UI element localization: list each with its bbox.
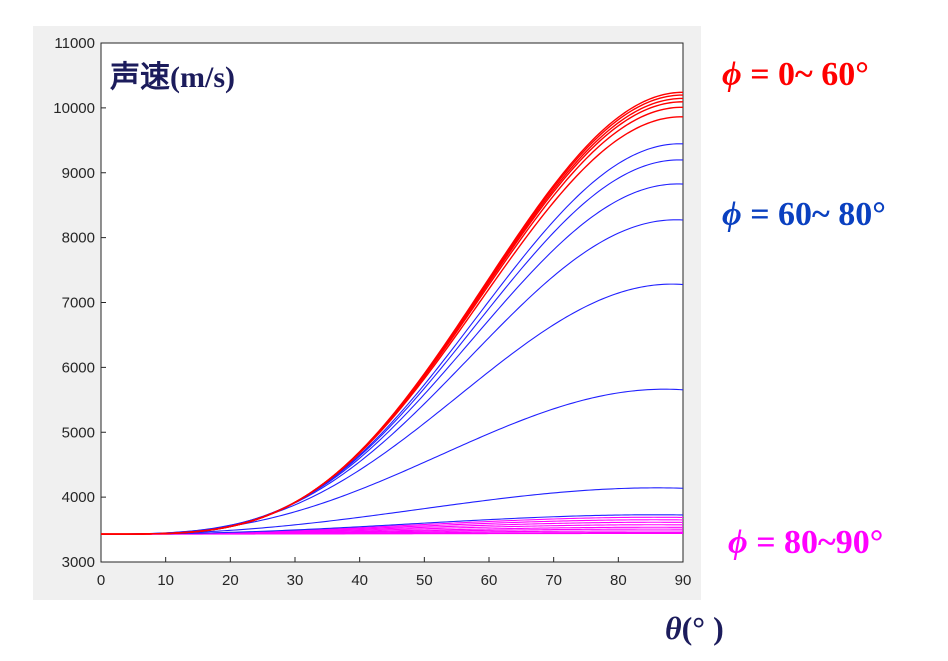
y-tick-label: 8000 xyxy=(62,230,95,247)
y-tick-label: 5000 xyxy=(62,424,95,441)
x-ticks: 0 10 20 30 40 50 60 70 80 90 xyxy=(97,557,692,589)
chart-title: 声速(m/s) xyxy=(110,61,235,94)
legend-range-text: = 80~90° xyxy=(747,524,884,561)
x-axis-label: θ(° ) xyxy=(665,610,724,647)
x-tick-label: 40 xyxy=(351,572,368,589)
y-tick-label: 4000 xyxy=(62,489,95,506)
x-tick-label: 50 xyxy=(416,572,433,589)
x-tick-label: 80 xyxy=(610,572,627,589)
x-tick-label: 0 xyxy=(97,572,105,589)
x-tick-label: 70 xyxy=(545,572,562,589)
x-tick-label: 30 xyxy=(287,572,304,589)
legend-label-blue-group: ϕ = 60~ 80° xyxy=(722,196,886,234)
y-tick-label: 9000 xyxy=(62,165,95,182)
y-tick-label: 3000 xyxy=(62,554,95,571)
y-tick-label: 10000 xyxy=(53,100,95,117)
y-tick-label: 7000 xyxy=(62,295,95,312)
x-tick-label: 10 xyxy=(157,572,174,589)
x-axis-unit: (° ) xyxy=(681,610,724,646)
theta-symbol: θ xyxy=(665,610,682,646)
plot-area xyxy=(100,42,684,563)
series-line xyxy=(101,116,684,535)
y-ticks: 3000 4000 5000 6000 7000 8000 9000 10000 11000 xyxy=(53,35,106,571)
legend-label-red-group: ϕ = 0~ 60° xyxy=(722,56,869,94)
x-tick-label: 60 xyxy=(481,572,498,589)
legend-label-magenta-group: ϕ = 80~90° xyxy=(728,524,883,562)
series-line xyxy=(101,388,684,535)
legend-range-text: = 60~ 80° xyxy=(741,196,886,233)
curves-layer xyxy=(101,91,684,535)
x-tick-label: 20 xyxy=(222,572,239,589)
x-tick-label: 90 xyxy=(675,572,692,589)
legend-range-text: = 0~ 60° xyxy=(741,56,869,93)
phi-symbol: ϕ xyxy=(728,524,748,561)
series-line xyxy=(101,532,683,535)
phi-symbol: ϕ xyxy=(722,56,742,93)
y-tick-label: 11000 xyxy=(54,35,95,52)
y-tick-label: 6000 xyxy=(62,359,95,376)
series-line xyxy=(101,514,684,535)
phi-symbol: ϕ xyxy=(722,196,742,233)
